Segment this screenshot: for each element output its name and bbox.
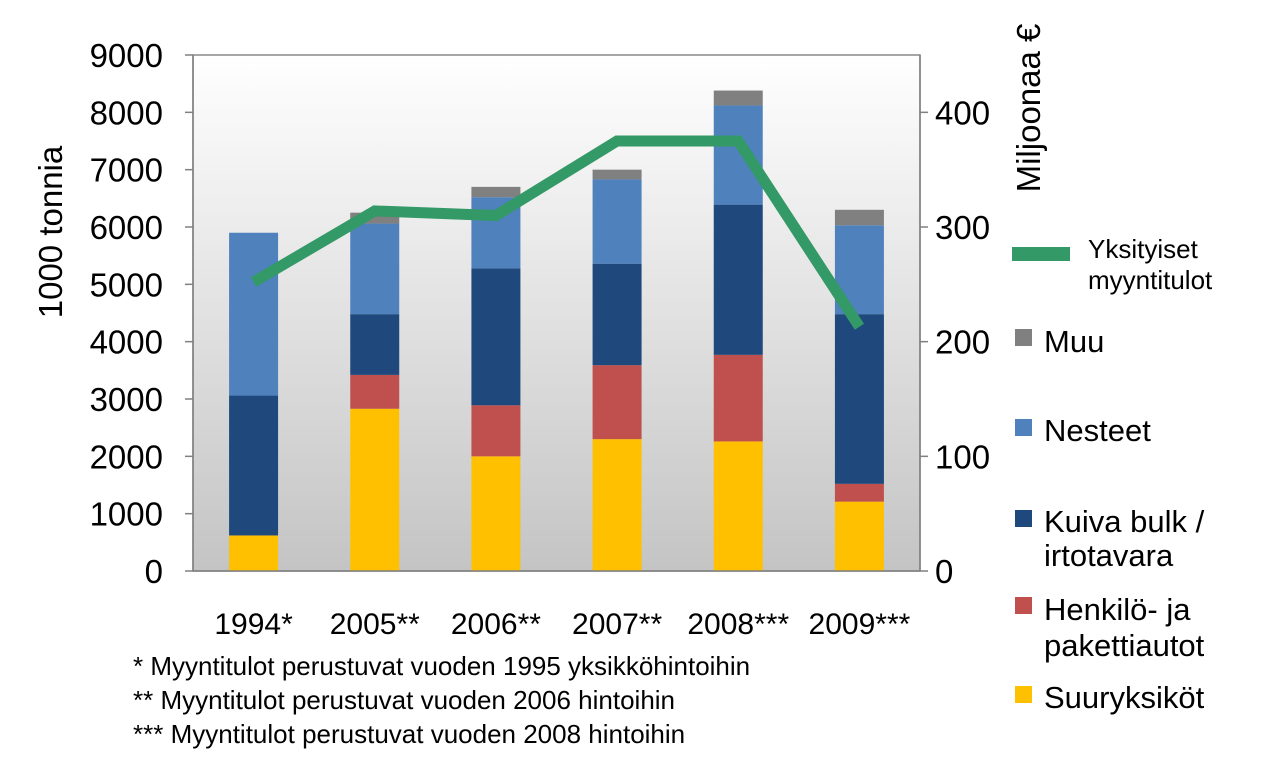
y-right-tick-label: 300 bbox=[935, 209, 990, 246]
bar-segment bbox=[350, 223, 400, 315]
bar-segment bbox=[471, 456, 521, 571]
legend-label-muu: Muu bbox=[1044, 324, 1104, 359]
bar-segment bbox=[834, 209, 884, 226]
bar-segment bbox=[834, 501, 884, 571]
legend-label-henkilo-1: Henkilö- ja bbox=[1044, 592, 1191, 627]
legend-label-suur: Suuryksiköt bbox=[1044, 680, 1205, 715]
x-tick-label: 2005** bbox=[330, 608, 420, 641]
legend-swatch-henkilo bbox=[1015, 597, 1032, 614]
bar-segment bbox=[471, 186, 521, 198]
plot-area bbox=[192, 54, 921, 572]
bar-segment bbox=[713, 90, 763, 106]
legend-swatch-kuiva bbox=[1015, 510, 1032, 527]
legend-swatch-suur bbox=[1015, 686, 1032, 703]
legend-line-swatch bbox=[1012, 247, 1070, 261]
legend-label-line-2: myyntitulot bbox=[1088, 265, 1213, 295]
y-left-tick-label: 6000 bbox=[90, 209, 163, 246]
bar-segment bbox=[592, 365, 642, 440]
y-right-tick-label: 200 bbox=[935, 324, 990, 361]
legend-label-kuiva-1: Kuiva bulk / bbox=[1044, 504, 1205, 539]
bar-segment bbox=[592, 169, 642, 180]
y-right-tick-label: 0 bbox=[935, 553, 953, 590]
bar-segment bbox=[471, 268, 521, 406]
y-left-tick-label: 4000 bbox=[90, 324, 163, 361]
bar-segment bbox=[229, 395, 279, 536]
bar-segment bbox=[350, 212, 400, 224]
legend-swatch-muu bbox=[1015, 329, 1032, 346]
y-left-tick-label: 8000 bbox=[90, 94, 163, 131]
bar-segment bbox=[713, 441, 763, 571]
bar-segment bbox=[713, 204, 763, 355]
y-left-tick-label: 9000 bbox=[90, 37, 163, 74]
bar-segment bbox=[229, 535, 279, 571]
x-tick-label: 2006** bbox=[451, 608, 541, 641]
bar-segment bbox=[350, 408, 400, 571]
footnote-3: *** Myyntitulot perustuvat vuoden 2008 h… bbox=[133, 719, 686, 749]
x-tick-label: 2008*** bbox=[687, 608, 789, 641]
y-left-axis-title: 1000 tonnia bbox=[32, 145, 69, 318]
bar-segment bbox=[592, 263, 642, 366]
bar-segment bbox=[713, 354, 763, 442]
y-right-axis-title: Miljoonaa € bbox=[1010, 24, 1047, 193]
bar-segment bbox=[592, 439, 642, 571]
bar-segment bbox=[229, 232, 279, 396]
x-tick-label: 1994* bbox=[214, 608, 293, 641]
bar-segment bbox=[834, 483, 884, 502]
y-right-tick-label: 100 bbox=[935, 438, 990, 475]
y-left-tick-label: 5000 bbox=[90, 266, 163, 303]
footnote-2: ** Myyntitulot perustuvat vuoden 2006 hi… bbox=[133, 685, 676, 715]
bar-segment bbox=[592, 179, 642, 264]
bar-segment bbox=[350, 374, 400, 409]
y-left-tick-label: 2000 bbox=[90, 438, 163, 475]
bar-segment bbox=[350, 314, 400, 375]
legend: Yksityiset myyntitulot Muu Nesteet Kuiva… bbox=[1012, 234, 1213, 715]
bar-segment bbox=[713, 105, 763, 205]
bar-segment bbox=[471, 405, 521, 457]
y-right-tick-label: 400 bbox=[935, 94, 990, 131]
legend-label-henkilo-2: pakettiautot bbox=[1044, 628, 1205, 663]
y-left-tick-label: 7000 bbox=[90, 152, 163, 189]
y-left-tick-label: 1000 bbox=[90, 496, 163, 533]
y-left-tick-label: 3000 bbox=[90, 381, 163, 418]
legend-label-nesteet: Nesteet bbox=[1044, 413, 1151, 448]
legend-label-kuiva-2: irtotavara bbox=[1044, 538, 1174, 573]
bar-segment bbox=[834, 314, 884, 484]
line-series-revenue bbox=[250, 135, 865, 330]
footnote-1: * Myyntitulot perustuvat vuoden 1995 yks… bbox=[133, 651, 751, 681]
x-tick-label: 2007** bbox=[572, 608, 662, 641]
x-tick-label: 2009*** bbox=[809, 608, 911, 641]
y-left-tick-label: 0 bbox=[145, 553, 163, 590]
legend-label-line-1: Yksityiset bbox=[1088, 234, 1199, 264]
legend-swatch-nesteet bbox=[1015, 419, 1032, 436]
